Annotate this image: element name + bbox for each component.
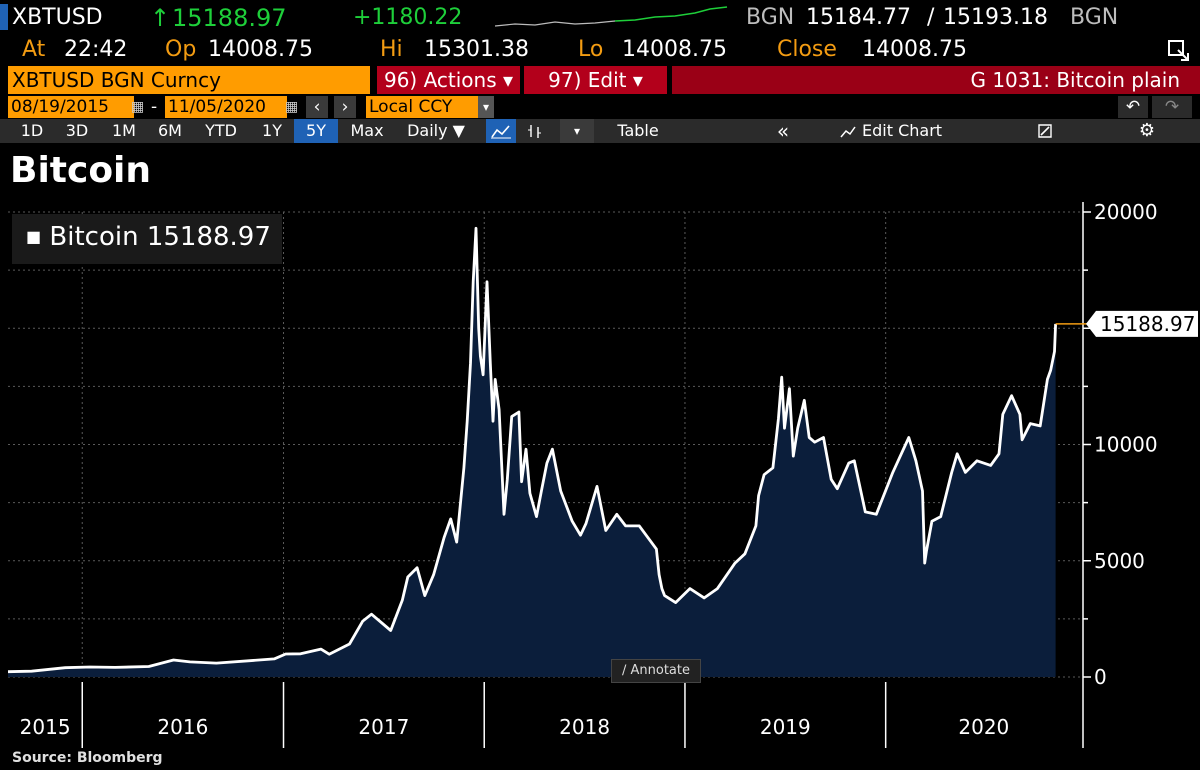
ask-source: BGN xyxy=(1070,5,1119,30)
period-max[interactable]: Max xyxy=(350,121,384,140)
line-chart-icon[interactable] xyxy=(486,119,516,143)
currency-value: Local CCY xyxy=(369,97,453,117)
ticker-marker xyxy=(0,4,8,30)
end-date-field[interactable]: 11/05/2020 xyxy=(165,96,287,118)
ask-price: 15193.18 xyxy=(943,5,1048,30)
table-button[interactable]: Table xyxy=(617,121,659,140)
toolbar: 1D 3D 1M 6M YTD 1Y 5Y Max Daily ▼ ▾ Tabl… xyxy=(0,119,1200,143)
chart-name: G 1031: Bitcoin plain xyxy=(672,66,1200,94)
ticker[interactable]: XBTUSD xyxy=(12,5,103,30)
last-value-box xyxy=(1086,310,1198,337)
expand-icon[interactable] xyxy=(1166,38,1192,64)
undo-button[interactable]: ↶ xyxy=(1118,96,1148,118)
bid-source: BGN xyxy=(746,5,795,30)
gear-icon[interactable]: ⚙ xyxy=(1138,120,1156,141)
bid-ask-separator: / xyxy=(927,5,935,30)
edit-chart-icon[interactable] xyxy=(838,119,858,143)
y-axis: 0 5000 10000 20000 xyxy=(1082,200,1158,748)
time-value: 22:42 xyxy=(64,37,128,62)
y-tick-label: 5000 xyxy=(1094,549,1145,573)
edit-chart-button[interactable]: Edit Chart xyxy=(862,121,943,140)
x-axis: 2015 2016 2017 2018 2019 2020 xyxy=(20,682,1009,748)
calendar-icon[interactable]: ▦ xyxy=(285,99,299,115)
sparkline xyxy=(495,6,728,27)
edit-menu[interactable]: 97) Edit ▾ xyxy=(524,66,667,94)
net-change: +1180.22 xyxy=(353,5,463,30)
legend-label: Bitcoin 15188.97 xyxy=(49,222,271,252)
annotation-tool-icon[interactable] xyxy=(1030,119,1060,143)
period-ytd[interactable]: YTD xyxy=(205,121,237,140)
actions-menu[interactable]: 96) Actions ▾ xyxy=(377,66,520,94)
prev-period-button[interactable]: ‹ xyxy=(306,96,328,118)
start-date-field[interactable]: 08/19/2015 xyxy=(8,96,134,118)
open-label: Op xyxy=(165,37,197,62)
up-arrow-icon: ↑ xyxy=(150,4,171,32)
annotate-button[interactable]: ∕ Annotate xyxy=(611,659,701,683)
y-tick-label: 0 xyxy=(1094,665,1107,689)
legend: ■ Bitcoin 15188.97 xyxy=(12,214,282,264)
time-label: At xyxy=(22,37,46,62)
last-value-label: 15188.97 xyxy=(1100,312,1195,336)
legend-marker: ■ xyxy=(26,227,42,246)
last-price: 15188.97 xyxy=(172,4,287,32)
area-fill xyxy=(8,228,1056,678)
x-tick-label: 2016 xyxy=(157,715,208,739)
source-note: Source: Bloomberg xyxy=(12,750,163,766)
price-chart: 0 5000 10000 20000 2015 2016 2017 2018 2019 2020… xyxy=(7,200,1198,748)
security-field[interactable]: XBTUSD BGN Curncy xyxy=(8,66,370,94)
y-tick-label: 10000 xyxy=(1094,433,1158,457)
bar-chart-icon[interactable] xyxy=(520,119,550,143)
calendar-icon[interactable]: ▦ xyxy=(131,99,145,115)
low-value: 14008.75 xyxy=(622,37,727,62)
collapse-button[interactable]: « xyxy=(776,119,790,143)
x-tick-label: 2019 xyxy=(760,715,811,739)
period-1d[interactable]: 1D xyxy=(20,121,44,140)
high-label: Hi xyxy=(380,37,403,62)
period-1y[interactable]: 1Y xyxy=(262,121,282,140)
currency-select[interactable]: Local CCY ▾ xyxy=(366,96,494,118)
next-period-button[interactable]: › xyxy=(334,96,356,118)
close-value: 14008.75 xyxy=(862,37,967,62)
chevron-down-icon: ▾ xyxy=(478,96,494,118)
chart-title: Bitcoin xyxy=(10,150,152,191)
x-tick-label: 2017 xyxy=(358,715,409,739)
period-3d[interactable]: 3D xyxy=(65,121,89,140)
open-value: 14008.75 xyxy=(208,37,313,62)
period-1m[interactable]: 1M xyxy=(112,121,136,140)
period-6m[interactable]: 6M xyxy=(158,121,182,140)
redo-button[interactable]: ↷ xyxy=(1152,96,1192,118)
low-label: Lo xyxy=(578,37,604,62)
chevron-down-icon[interactable]: ▾ xyxy=(560,119,594,143)
series-line-bitcoin xyxy=(7,226,1057,674)
high-value: 15301.38 xyxy=(424,37,529,62)
x-tick-label: 2020 xyxy=(958,715,1009,739)
period-5y[interactable]: 5Y xyxy=(294,119,338,143)
x-tick-label: 2018 xyxy=(559,715,610,739)
x-tick-label: 2015 xyxy=(20,715,71,739)
y-tick-label: 20000 xyxy=(1094,200,1158,224)
frequency-select[interactable]: Daily ▼ xyxy=(407,121,465,140)
close-label: Close xyxy=(777,37,837,62)
bid-price: 15184.77 xyxy=(806,5,911,30)
date-separator: - xyxy=(151,97,158,117)
last-value-tag: 15188.97 xyxy=(1055,310,1198,337)
